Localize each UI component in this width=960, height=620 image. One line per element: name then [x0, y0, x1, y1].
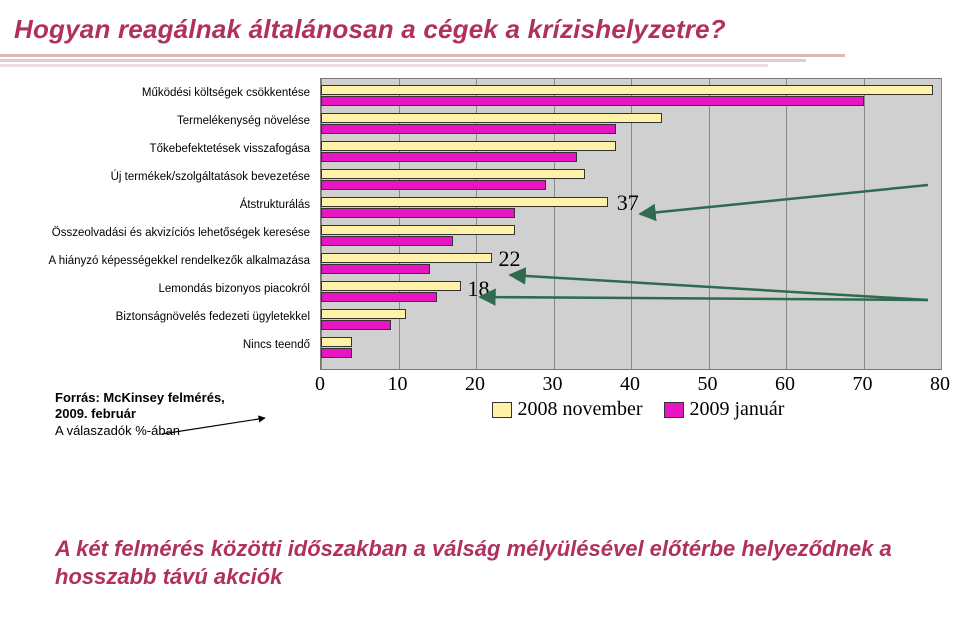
- category-label: Új termékek/szolgáltatások bevezetése: [10, 171, 310, 183]
- x-tick-label: 60: [775, 373, 795, 396]
- x-tick-label: 30: [543, 373, 563, 396]
- bar-jan: [321, 320, 391, 330]
- bar-jan: [321, 292, 437, 302]
- title-wrap: Hogyan reagálnak általánosan a cégek a k…: [0, 0, 960, 45]
- gridline: [864, 79, 865, 369]
- bar-jan: [321, 348, 352, 358]
- x-tick-label: 50: [698, 373, 718, 396]
- x-tick-label: 20: [465, 373, 485, 396]
- bar-jan: [321, 124, 616, 134]
- bar-jan: [321, 180, 546, 190]
- bar-jan: [321, 264, 430, 274]
- legend-swatch-jan: [664, 402, 684, 418]
- bar-nov: [321, 141, 616, 151]
- legend-label-nov: 2008 november: [518, 398, 643, 420]
- bar-nov: [321, 113, 662, 123]
- bar-jan: [321, 236, 453, 246]
- category-label: Biztonságnövelés fedezeti ügyletekkel: [10, 311, 310, 323]
- legend-label-jan: 2009 január: [690, 398, 785, 420]
- gridline: [709, 79, 710, 369]
- bar-chart: 2008 november 2009 január 01020304050607…: [10, 78, 950, 408]
- bar-nov: [321, 309, 406, 319]
- bar-nov: [321, 197, 608, 207]
- category-label: Nincs teendő: [10, 339, 310, 351]
- category-label: Tőkebefektetések visszafogása: [10, 143, 310, 155]
- bar-jan: [321, 96, 864, 106]
- bar-nov: [321, 85, 933, 95]
- legend: 2008 november 2009 január: [320, 398, 940, 421]
- page-title: Hogyan reagálnak általánosan a cégek a k…: [14, 14, 960, 45]
- bar-jan: [321, 208, 515, 218]
- category-label: Összeolvadási és akvizíciós lehetőségek …: [10, 227, 310, 239]
- footnote: A két felmérés közötti időszakban a váls…: [55, 535, 960, 590]
- callout-value: 37: [617, 190, 639, 216]
- category-label: Átstrukturálás: [10, 199, 310, 211]
- source-line2: A válaszadók %-ában: [55, 423, 180, 438]
- bar-nov: [321, 225, 515, 235]
- legend-swatch-nov: [492, 402, 512, 418]
- title-underline: [0, 54, 960, 69]
- callout-value: 18: [468, 276, 490, 302]
- x-tick-label: 10: [388, 373, 408, 396]
- x-tick-label: 80: [930, 373, 950, 396]
- bar-jan: [321, 152, 577, 162]
- gridline: [941, 79, 942, 369]
- x-tick-label: 40: [620, 373, 640, 396]
- plot-area: [320, 78, 942, 370]
- category-label: Lemondás bizonyos piacokról: [10, 283, 310, 295]
- x-tick-label: 70: [853, 373, 873, 396]
- x-tick-label: 0: [315, 373, 325, 396]
- bar-nov: [321, 253, 492, 263]
- category-label: Működési költségek csökkentése: [10, 87, 310, 99]
- category-label: A hiányzó képességekkel rendelkezők alka…: [10, 255, 310, 267]
- source-note: Forrás: McKinsey felmérés, 2009. február…: [55, 390, 255, 439]
- bar-nov: [321, 281, 461, 291]
- source-line1: Forrás: McKinsey felmérés, 2009. február: [55, 390, 225, 421]
- bar-nov: [321, 169, 585, 179]
- callout-value: 22: [499, 246, 521, 272]
- bar-nov: [321, 337, 352, 347]
- category-label: Termelékenység növelése: [10, 115, 310, 127]
- slide: Hogyan reagálnak általánosan a cégek a k…: [0, 0, 960, 620]
- gridline: [786, 79, 787, 369]
